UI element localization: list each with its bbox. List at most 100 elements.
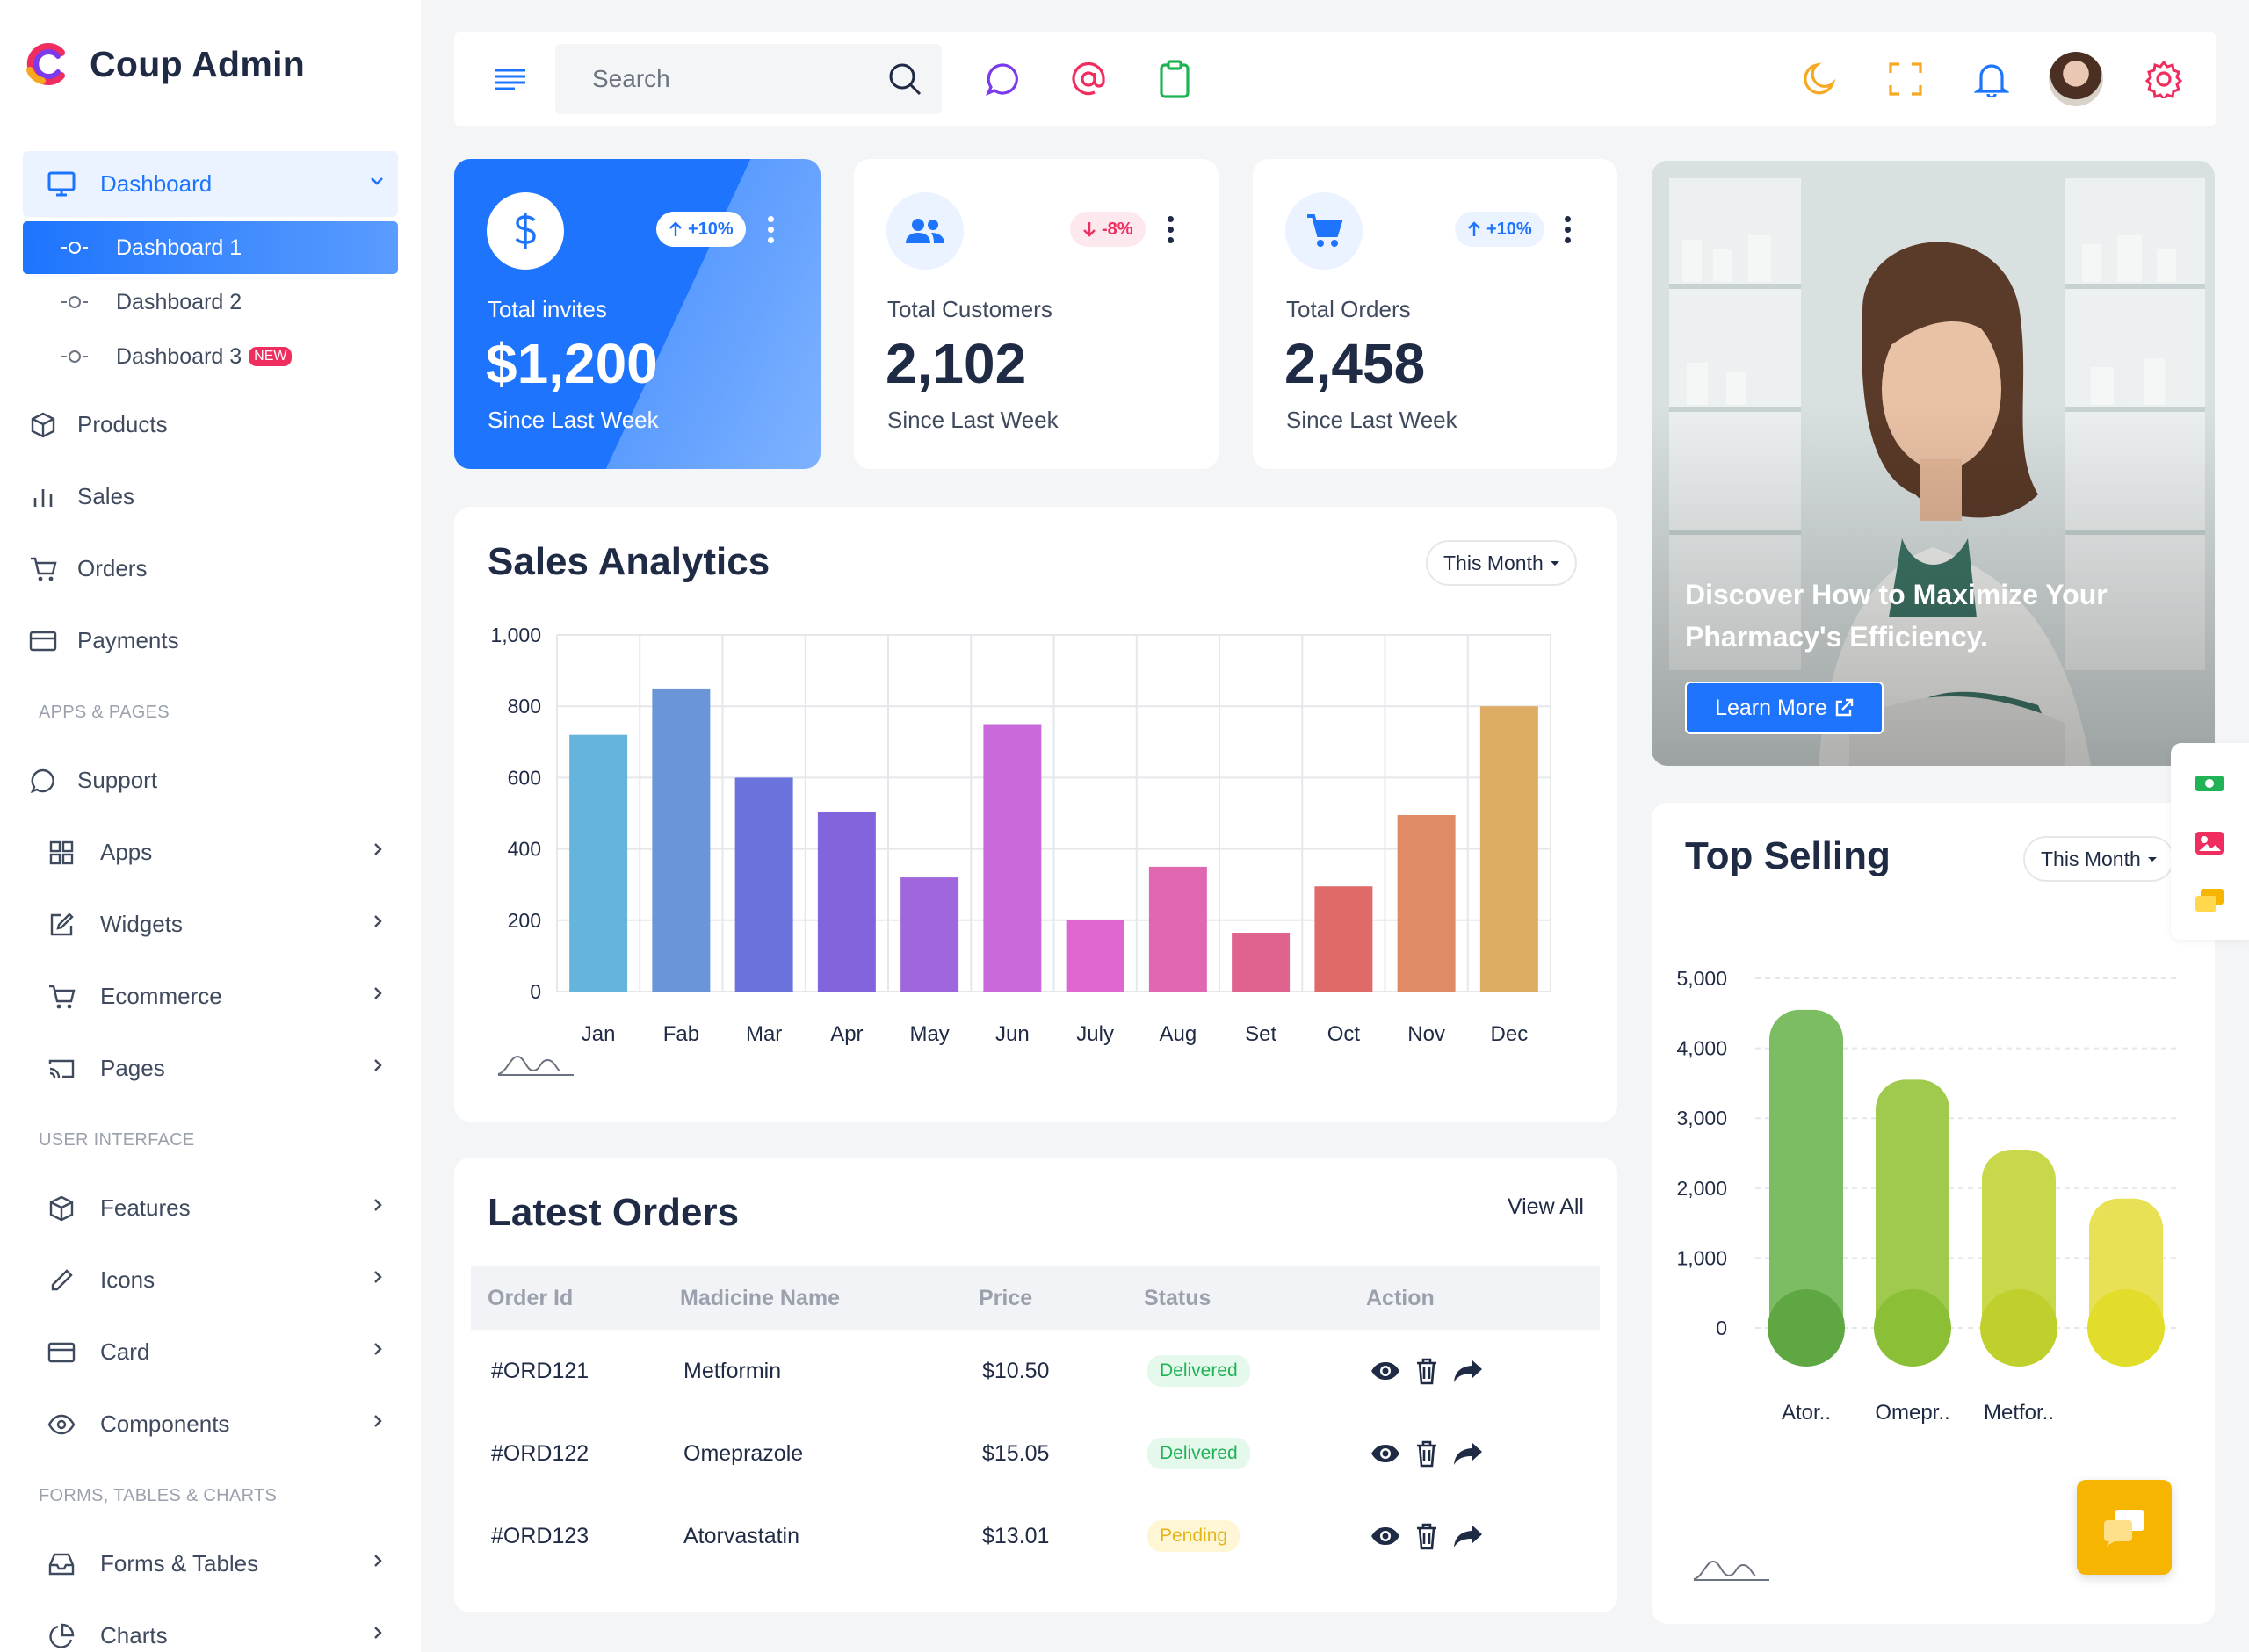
user-avatar[interactable] [2049,52,2103,106]
more-options-icon[interactable] [766,212,775,247]
bar[interactable] [652,688,711,992]
sidebar-item-apps[interactable]: Apps [23,819,398,885]
settings-gear-icon[interactable] [2143,58,2185,100]
bar[interactable] [569,734,628,992]
section-label: USER INTERFACE [39,1130,195,1150]
bar[interactable] [1066,920,1124,992]
mention-icon[interactable] [1067,58,1110,100]
stat-subtitle: Since Last Week [488,407,659,433]
chat-widget-button[interactable] [2077,1480,2172,1575]
bar[interactable] [1397,815,1456,992]
bar[interactable] [1876,1079,1949,1345]
bell-icon[interactable] [1971,58,2013,100]
bar-base-marker [1980,1289,2057,1367]
sidebar-item-label: Charts [100,1622,168,1648]
sidebar-item-ecommerce[interactable]: Ecommerce [23,963,398,1029]
sidebar-item-support[interactable]: Support [23,747,398,813]
view-eye-icon[interactable] [1370,1360,1401,1382]
sidebar-item-pages[interactable]: Pages [23,1035,398,1101]
chat-icon[interactable] [981,58,1023,100]
bar[interactable] [817,811,876,992]
sidebar-item-card[interactable]: Card [23,1319,398,1385]
view-eye-icon[interactable] [1370,1525,1401,1547]
sidebar-item-icons[interactable]: Icons [23,1247,398,1313]
more-options-icon[interactable] [1166,212,1175,247]
x-tick-label: July [1076,1022,1114,1046]
sidebar-item-payments[interactable]: Payments [23,608,398,674]
bar[interactable] [1232,933,1291,992]
sales-bar-chart: 0 200 400 600 800 1,000 Jan Fab Mar Apr May Jun July… [490,624,1551,1046]
sidebar-item-widgets[interactable]: Widgets [23,891,398,957]
fullscreen-icon[interactable] [1884,58,1927,100]
share-forward-icon[interactable] [1452,1440,1484,1467]
chevron-down-icon [368,172,386,190]
more-options-icon[interactable] [1563,212,1572,247]
price: $15.05 [982,1440,1050,1466]
column-header[interactable]: Order Id [471,1266,680,1330]
stat-value: 2,458 [1284,332,1426,395]
sidebar-item-forms-tables[interactable]: Forms & Tables [23,1531,398,1597]
bar[interactable] [983,724,1042,992]
sidebar-item-label: Orders [77,555,148,581]
search-input[interactable]: Search [555,44,942,114]
bar[interactable] [1769,1009,1843,1345]
learn-more-button[interactable]: Learn More [1685,682,1884,734]
column-header[interactable]: Action [1366,1266,1600,1330]
pencil-icon [44,1263,79,1298]
cast-icon [44,1051,79,1086]
bar[interactable] [734,777,793,992]
bar[interactable] [1314,886,1373,992]
menu-toggle-icon[interactable] [489,58,532,100]
table-row[interactable]: #ORD121 Metformin $10.50 Delivered [471,1330,1600,1412]
x-tick-label: Mar [746,1022,782,1046]
sidebar-item-charts[interactable]: Charts [23,1603,398,1652]
period-dropdown[interactable]: This Month [1426,540,1577,586]
x-tick-label: Aug [1160,1022,1197,1046]
sidebar-item-products[interactable]: Products [23,392,398,458]
view-all-link[interactable]: View All [1507,1194,1584,1219]
period-dropdown[interactable]: This Month [2023,836,2174,882]
status-badge: Delivered [1147,1355,1250,1387]
view-eye-icon[interactable] [1370,1442,1401,1465]
sidebar-item-dashboard-1[interactable]: Dashboard 1 [23,221,398,274]
bar[interactable] [1479,706,1538,992]
column-header[interactable]: Price [979,1266,1144,1330]
delete-trash-icon[interactable] [1415,1522,1438,1550]
column-header[interactable]: Status [1144,1266,1366,1330]
messages-icon[interactable] [2194,887,2225,915]
brand[interactable]: Coup Admin [23,40,305,88]
box-icon [44,1191,79,1226]
bar[interactable] [900,877,959,992]
promo-heading: Discover How to Maximize Your Pharmacy's… [1685,579,2108,653]
table-row[interactable]: #ORD123 Atorvastatin $13.01 Pending [471,1495,1600,1577]
delete-trash-icon[interactable] [1415,1357,1438,1385]
search-icon[interactable] [887,61,922,97]
cash-icon[interactable] [2194,771,2225,796]
table-row[interactable]: #ORD122 Omeprazole $15.05 Delivered [471,1412,1600,1495]
sidebar-item-label: Dashboard 1 [116,234,242,260]
column-header[interactable]: Madicine Name [680,1266,979,1330]
clipboard-icon[interactable] [1153,58,1196,100]
sidebar-item-sales[interactable]: Sales [23,464,398,530]
sidebar-item-orders[interactable]: Orders [23,536,398,602]
share-forward-icon[interactable] [1452,1358,1484,1384]
moon-icon[interactable] [1798,58,1840,100]
stat-title: Total Orders [1286,296,1411,322]
image-icon[interactable] [2194,829,2225,857]
bullet-icon [61,350,88,363]
monitor-icon [44,167,79,202]
sidebar-item-features[interactable]: Features [23,1175,398,1241]
delete-trash-icon[interactable] [1415,1439,1438,1468]
sidebar-item-dashboard[interactable]: Dashboard [23,151,398,217]
price: $13.01 [982,1523,1050,1548]
card-title: Sales Analytics [488,540,770,583]
y-tick-label: 200 [508,909,541,932]
sidebar-item-components[interactable]: Components [23,1391,398,1457]
chevron-right-icon [370,1268,386,1286]
change-badge: +10% [1455,212,1544,247]
bar[interactable] [1148,866,1207,992]
sidebar-item-dashboard-3[interactable]: Dashboard 3 NEW [23,330,398,383]
sidebar-item-dashboard-2[interactable]: Dashboard 2 [23,276,398,328]
share-forward-icon[interactable] [1452,1523,1484,1549]
chevron-right-icon [370,985,386,1002]
